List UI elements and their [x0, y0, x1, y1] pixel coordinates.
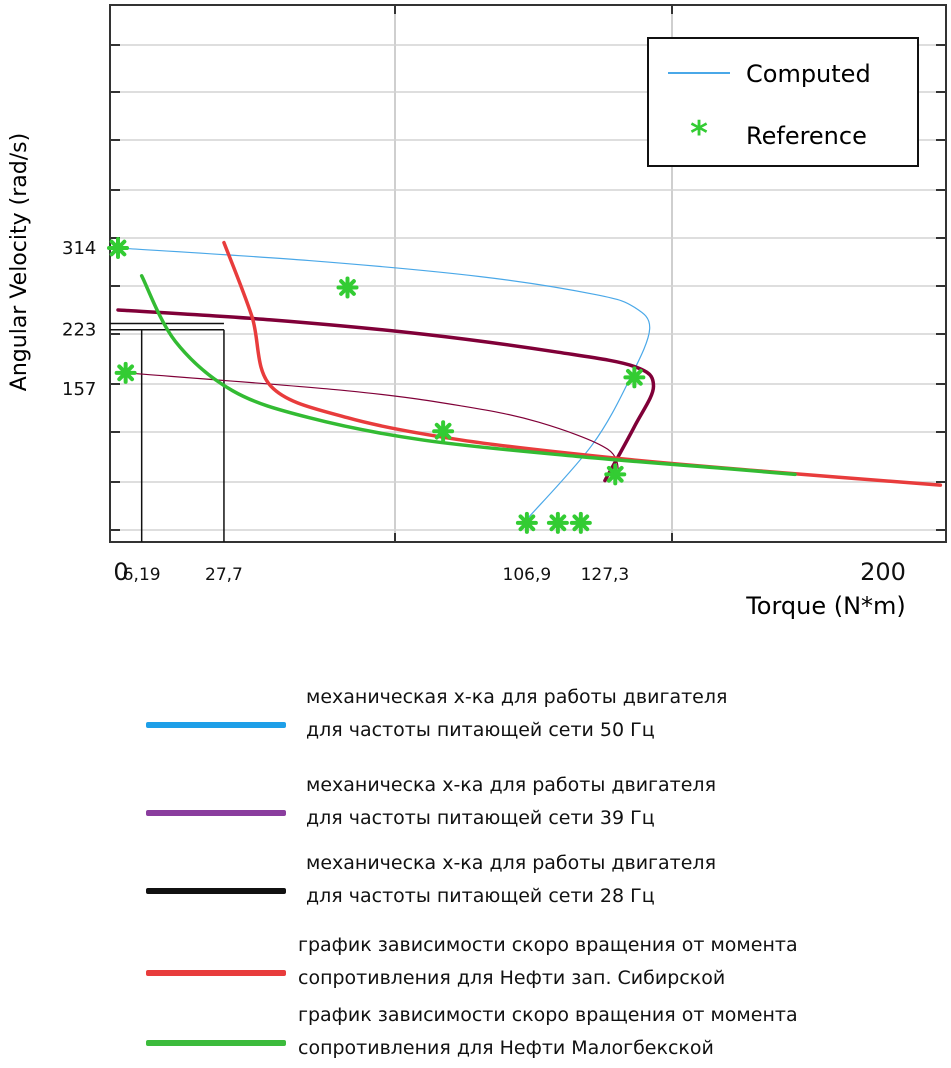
legend-label-line: механическа х-ка для работы двигателя [306, 852, 717, 874]
legend-label-line: сопротивления для Нефти Малогбекской [298, 1037, 714, 1059]
reference-marker-stroke [434, 422, 452, 440]
series-line-1 [116, 308, 656, 483]
y-tick-labels: 314 223 157 [62, 238, 96, 400]
reference-marker [604, 463, 627, 486]
series-group [116, 240, 943, 520]
inner-legend-computed-label: Computed [746, 60, 871, 88]
inner-legend-box [647, 37, 919, 167]
legend-label-line: для частоты питающей сети 28 Гц [306, 885, 655, 907]
legend-label-line: график зависимости скоро вращения от мом… [298, 1004, 798, 1026]
x-axis-label: Torque (N*m) [745, 592, 906, 620]
series-line-0 [117, 247, 651, 520]
legend-label-line: механическа х-ка для работы двигателя [306, 774, 717, 796]
legend-swatch [146, 888, 286, 894]
x-tick-label: 200 [860, 558, 906, 586]
inner-legend: Computed * Reference [647, 37, 919, 167]
x-tick-label: 6,19 [123, 565, 161, 585]
reference-marker-stroke [626, 368, 643, 386]
legend-label-line: механическая х-ка для работы двигателя [306, 686, 728, 708]
y-axis-label: Angular Velocity (rad/s) [7, 133, 32, 391]
x-tick-labels: 06,19 27,7 106,9 127,3 200 [113, 558, 906, 586]
y-tick-label: 314 [62, 238, 96, 259]
inner-legend-reference-swatch: * [690, 114, 708, 154]
legend-swatch [146, 1040, 286, 1046]
reference-marker-stroke [606, 465, 624, 483]
reference-marker [623, 366, 646, 389]
legend-swatch [146, 810, 286, 816]
reference-marker [336, 276, 359, 299]
reference-marker-stroke [117, 364, 135, 382]
y-tick-label: 157 [62, 379, 96, 400]
y-tick-label: 223 [62, 320, 96, 341]
reference-marker-stroke [518, 514, 536, 532]
reference-marker [114, 361, 137, 384]
reference-marker-stroke [339, 279, 356, 296]
reference-marker [569, 511, 592, 534]
x-tick-label: 106,9 [503, 565, 552, 585]
legend-swatch [146, 970, 286, 976]
legend-swatch [146, 722, 286, 728]
reference-marker [432, 420, 455, 443]
series-line-4 [139, 274, 797, 477]
x-tick-label: 27,7 [205, 565, 243, 585]
legend-label-line: сопротивления для Нефти зап. Сибирской [298, 967, 726, 989]
x-tick-label: 127,3 [581, 565, 630, 585]
x-tick-label: 0 [113, 558, 128, 586]
reference-markers [107, 237, 646, 534]
legend-label-line: график зависимости скоро вращения от мом… [298, 934, 798, 956]
reference-marker [546, 511, 569, 534]
chart: 06,19 27,7 106,9 127,3 200 314 223 157 Torque … [7, 4, 947, 620]
legend-label-line: для частоты питающей сети 50 Гц [306, 719, 655, 741]
reference-marker [515, 511, 538, 534]
legend-label-line: для частоты питающей сети 39 Гц [306, 807, 655, 829]
reference-marker-stroke [109, 239, 127, 257]
reference-marker [107, 237, 129, 259]
tick-marks [110, 5, 946, 542]
inner-legend-reference-label: Reference [746, 122, 867, 150]
series-line-2 [125, 372, 620, 477]
reference-marker-stroke [549, 514, 567, 532]
reference-marker-stroke [572, 514, 590, 532]
